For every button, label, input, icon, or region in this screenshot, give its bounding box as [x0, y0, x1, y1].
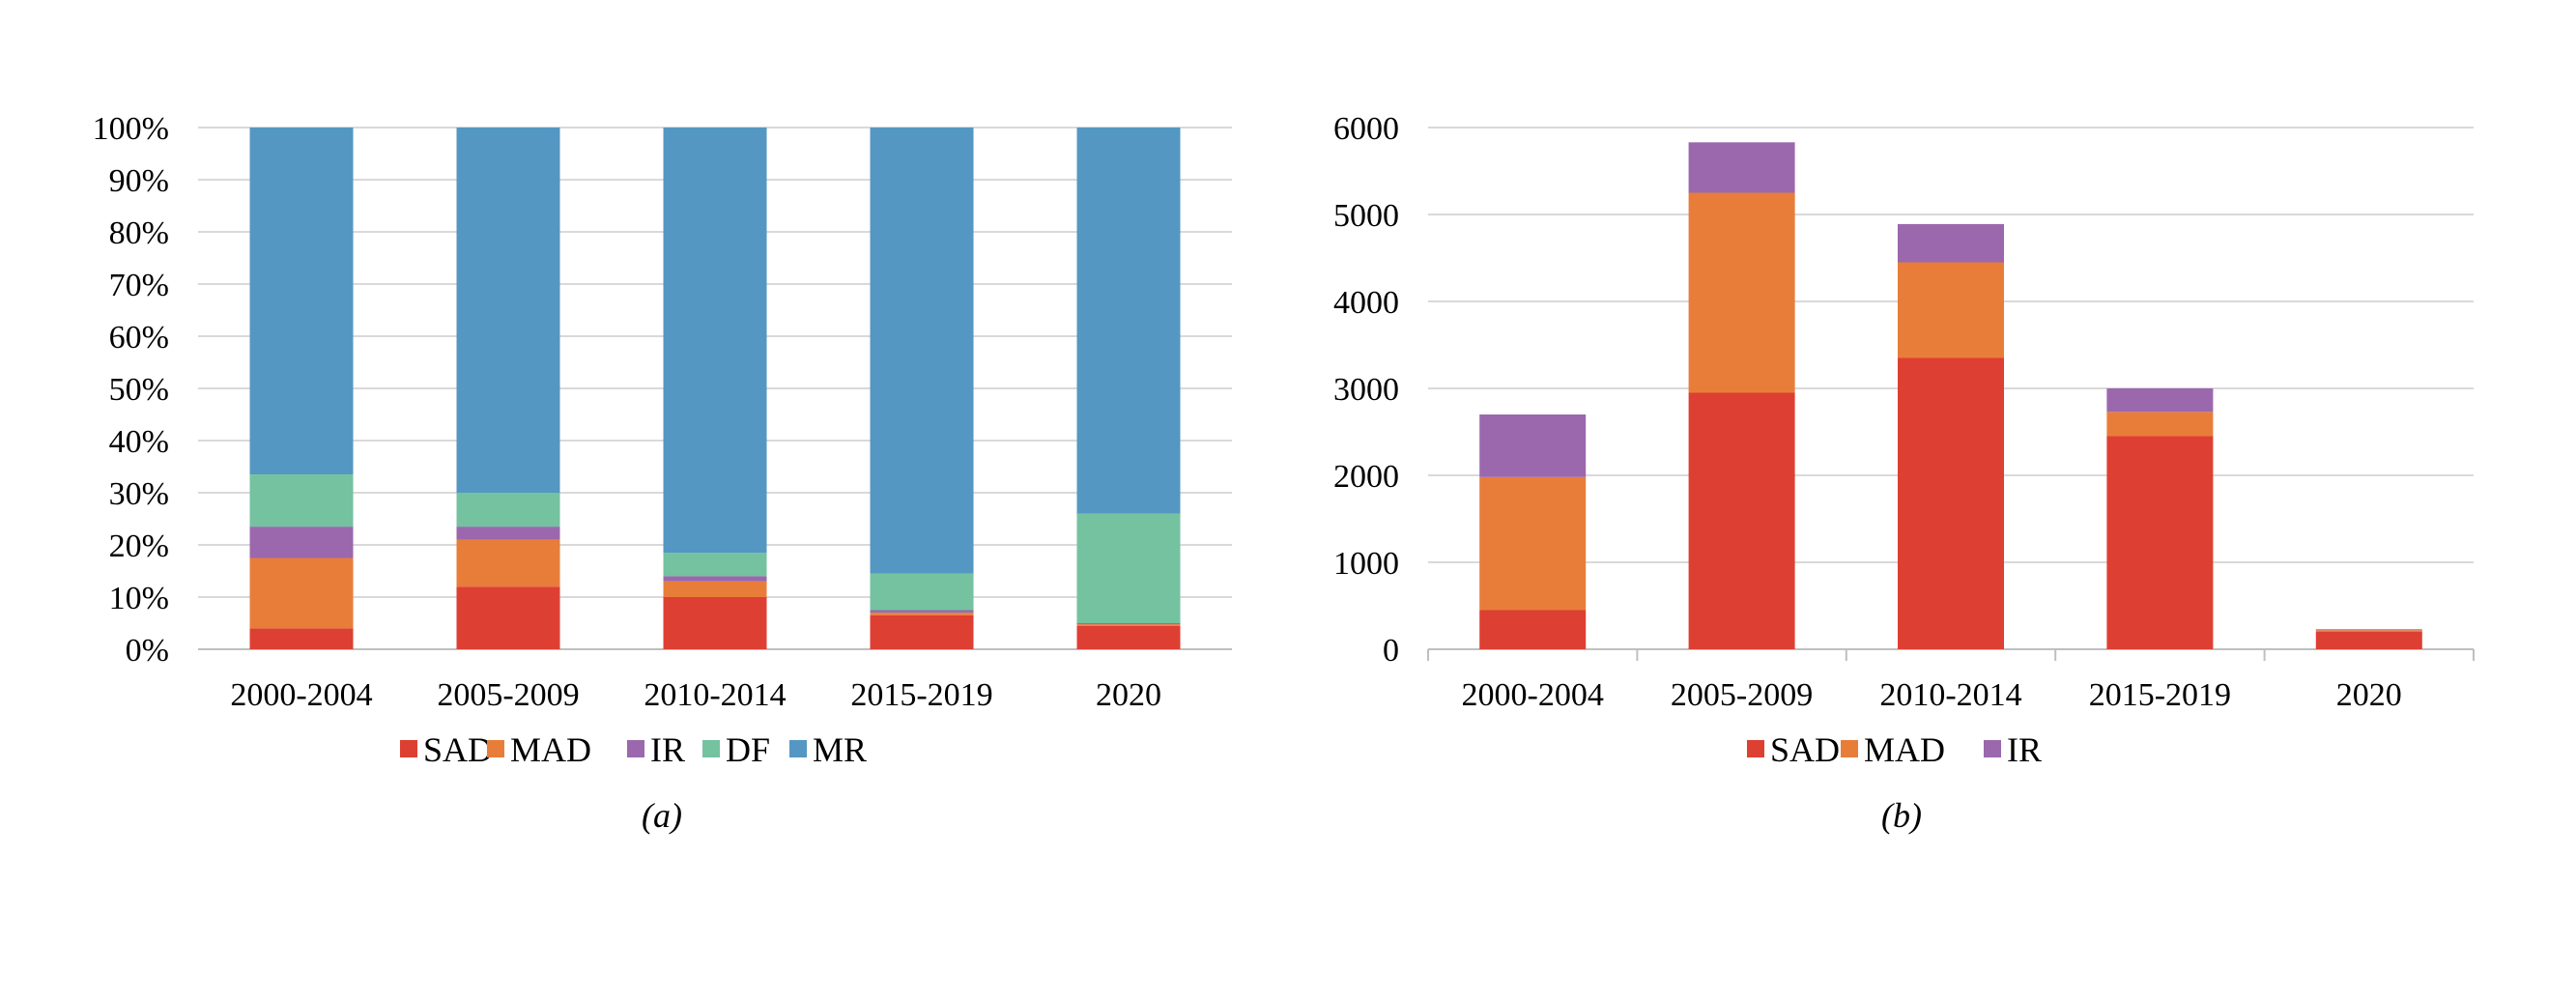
bar-segment-mad-2020: [1076, 624, 1181, 626]
bar-segment-mad-2005-2009: [456, 539, 560, 587]
chart-b-stacked-counts: 0 1000 2000 3000 4000 5000 6000 2000-2004 2005-2…: [1333, 111, 2475, 835]
legend-swatch-ir: [627, 740, 644, 757]
bar-segment-mad-2010-2014: [663, 581, 767, 597]
legend-swatch-sad: [400, 740, 417, 757]
y-tick-label: 0%: [126, 633, 169, 669]
x-tick-label: 2010-2014: [644, 677, 786, 713]
legend-swatch-mr: [789, 740, 807, 757]
bar-segment-ir-2010-2014: [663, 576, 767, 582]
x-tick-label: 2015-2019: [850, 677, 992, 713]
y-tick-label: 10%: [109, 581, 169, 616]
bar-segment-mad-2015-2019: [870, 613, 974, 615]
legend-label-ir: IR: [2007, 730, 2042, 769]
y-tick-label: 5000: [1333, 198, 1399, 234]
bar-segment-mr-2015-2019: [870, 128, 974, 574]
bar-segment-mr-2010-2014: [663, 128, 767, 554]
y-tick-label: 30%: [109, 476, 169, 512]
bar-segment-df-2020: [1076, 513, 1181, 623]
y-tick-label: 0: [1383, 633, 1399, 669]
legend-label-mr: MR: [813, 730, 867, 769]
x-tick-label: 2020: [1096, 677, 1161, 713]
bar-segment-sad-2010-2014: [663, 597, 767, 649]
bar-segment-ir-2020: [1076, 623, 1181, 625]
legend-swatch-mad: [1841, 740, 1858, 757]
x-tick-label: 2020: [2336, 677, 2402, 713]
bar-segment-ir-2005-2009: [456, 527, 560, 540]
bar-segment-df-2010-2014: [663, 553, 767, 577]
legend-swatch-ir: [1984, 740, 2001, 757]
bar-segment-sad-2000-2004: [249, 628, 354, 649]
y-tick-label: 70%: [109, 268, 169, 303]
legend-swatch-mad: [487, 740, 504, 757]
y-tick-label: 90%: [109, 163, 169, 199]
bar-segment-mr-2005-2009: [456, 128, 560, 493]
y-tick-label: 4000: [1333, 285, 1399, 321]
legend-label-mad: MAD: [1864, 730, 1945, 769]
x-tick-label: 2005-2009: [437, 677, 579, 713]
legend-label-sad: SAD: [1770, 730, 1840, 769]
bar-segment-sad-2000-2004: [1479, 610, 1587, 649]
chart-caption: (b): [1881, 796, 1922, 835]
y-tick-label: 60%: [109, 320, 169, 356]
chart-caption: (a): [642, 796, 682, 835]
bar-segment-sad-2005-2009: [1688, 392, 1795, 649]
y-tick-label: 40%: [109, 424, 169, 460]
y-tick-label: 20%: [109, 528, 169, 564]
legend-swatch-df: [702, 740, 720, 757]
y-tick-label: 1000: [1333, 546, 1399, 582]
x-tick-label: 2000-2004: [1462, 677, 1604, 713]
bar-segment-ir-2015-2019: [870, 610, 974, 614]
legend-label-ir: IR: [650, 730, 685, 769]
bar-segment-df-2015-2019: [870, 573, 974, 611]
bar-segment-sad-2015-2019: [870, 614, 974, 649]
bar-segment-ir-2010-2014: [1898, 223, 2004, 263]
bar-segment-mad-2020: [2315, 630, 2422, 632]
x-tick-label: 2005-2009: [1671, 677, 1813, 713]
chart-a-percentage-composition: 0% 10% 20% 30% 40% 50% 60% 70% 80% 90% 100% 2000-20…: [93, 111, 1232, 835]
bar-segment-mad-2015-2019: [2106, 412, 2214, 437]
bar-segment-ir-2015-2019: [2106, 388, 2214, 413]
bar-segment-df-2000-2004: [249, 474, 354, 528]
bar-segment-ir-2000-2004: [249, 527, 354, 558]
x-tick-label: 2015-2019: [2089, 677, 2231, 713]
bar-segment-mad-2005-2009: [1688, 192, 1795, 393]
bar-segment-sad-2020: [2315, 632, 2422, 649]
bar-segment-sad-2010-2014: [1898, 357, 2004, 649]
bar-segment-ir-2020: [2315, 629, 2422, 631]
y-tick-label: 100%: [93, 111, 169, 147]
bar-segment-mr-2020: [1076, 128, 1181, 514]
bar-segment-mad-2010-2014: [1898, 262, 2004, 358]
legend-label-df: DF: [726, 730, 770, 769]
bar-segment-ir-2000-2004: [1479, 414, 1587, 477]
y-tick-label: 6000: [1333, 111, 1399, 147]
y-tick-label: 80%: [109, 215, 169, 251]
bar-segment-mad-2000-2004: [249, 557, 354, 629]
y-tick-label: 50%: [109, 372, 169, 408]
bar-segment-mad-2000-2004: [1479, 476, 1587, 611]
legend-label-mad: MAD: [510, 730, 591, 769]
x-tick-label: 2000-2004: [230, 677, 372, 713]
bar-segment-ir-2005-2009: [1688, 142, 1795, 193]
bar-segment-sad-2005-2009: [456, 586, 560, 649]
bar-segment-sad-2020: [1076, 625, 1181, 649]
y-tick-label: 3000: [1333, 372, 1399, 408]
legend-swatch-sad: [1747, 740, 1764, 757]
bar-segment-sad-2015-2019: [2106, 436, 2214, 649]
legend-label-sad: SAD: [423, 730, 493, 769]
bar-segment-df-2005-2009: [456, 493, 560, 528]
x-tick-label: 2010-2014: [1879, 677, 2021, 713]
y-tick-label: 2000: [1333, 459, 1399, 495]
bar-segment-mr-2000-2004: [249, 128, 354, 475]
